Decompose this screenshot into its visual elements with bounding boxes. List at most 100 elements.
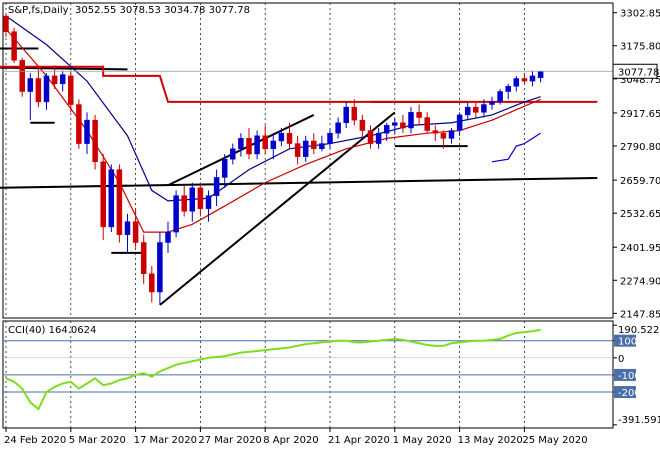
moving-average-line — [5, 15, 541, 202]
cci-level-tag — [614, 334, 636, 347]
candle-body — [3, 15, 9, 32]
candle-body — [424, 117, 430, 131]
cci-grid — [3, 321, 613, 428]
candles — [3, 13, 544, 305]
x-tick-label: 25 May 2020 — [522, 435, 587, 446]
candle-body — [416, 112, 422, 118]
candle-body — [521, 78, 528, 82]
cci-axis: 190.5221100 0 -100 -200 -391.5917 — [613, 324, 660, 426]
pivot-resistance-line — [0, 65, 598, 103]
y-tick-label: 2917.65 — [620, 109, 660, 120]
candle-body — [489, 101, 495, 105]
cci-level-tag — [614, 368, 636, 381]
x-tick-label: 17 Mar 2020 — [134, 435, 197, 446]
candle-body — [367, 130, 374, 144]
candle-body — [27, 78, 34, 92]
candle-body — [43, 75, 50, 103]
cci-series — [5, 328, 541, 411]
candle-body — [84, 119, 90, 144]
candle-body — [327, 132, 333, 144]
x-tick-label: 1 May 2020 — [393, 435, 452, 446]
y-tick-label: 2401.95 — [620, 243, 660, 254]
candle-body — [51, 75, 58, 84]
candle-body — [68, 75, 74, 105]
candle-body — [497, 91, 503, 103]
cci-tick-label: -100 — [618, 371, 641, 382]
candle-body — [319, 143, 325, 150]
candle-body — [35, 78, 42, 103]
candle-body — [392, 122, 398, 126]
candle-body — [100, 161, 106, 228]
candle-body — [181, 195, 187, 212]
candle-body — [408, 112, 414, 129]
candle-body — [351, 106, 358, 121]
x-tick-label: 8 Apr 2020 — [263, 435, 318, 446]
main-plot-area — [2, 2, 614, 319]
y-tick-label: 3302.85 — [620, 9, 660, 20]
price-axis: 3302.85 3175.80 3048.75 2917.65 2790.80 2659.… — [3, 9, 660, 320]
candle-body — [537, 71, 544, 79]
x-tick-label: 5 Mar 2020 — [69, 435, 126, 446]
candle-body — [278, 132, 285, 142]
x-tick-label: 13 May 2020 — [458, 435, 523, 446]
main-chart-frame — [2, 2, 614, 319]
cci-label: CCI(40) 164.0624 — [8, 325, 96, 336]
moving-average-line — [491, 132, 541, 163]
candle-body — [294, 143, 301, 157]
candle-body — [311, 140, 317, 150]
candle-body — [19, 60, 25, 92]
y-tick-label: 2274.90 — [620, 276, 660, 287]
candle-body — [400, 122, 406, 129]
candle-body — [140, 242, 147, 274]
y-tick-label: 2659.70 — [620, 176, 660, 187]
candle-body — [505, 86, 511, 92]
candle-body — [230, 148, 236, 160]
x-tick-label: 21 Apr 2020 — [328, 435, 390, 446]
cci-line — [5, 328, 541, 411]
candle-body — [448, 130, 455, 139]
candle-body — [286, 132, 293, 144]
candle-body — [343, 106, 349, 124]
candle-body — [481, 104, 487, 113]
candle-body — [246, 138, 252, 155]
candle-body — [383, 125, 390, 134]
ohlc-readout: 3052.55 3078.53 3034.78 3077.78 — [75, 5, 250, 16]
main-chart-trendlines — [0, 47, 598, 306]
moving-averages — [5, 15, 541, 233]
date-axis: 24 Feb 2020 5 Mar 2020 17 Mar 2020 27 Mar 2… — [4, 428, 588, 446]
candle-body — [173, 195, 179, 233]
candle-body — [108, 169, 115, 228]
x-tick-label: 27 Mar 2020 — [198, 435, 261, 446]
candle-body — [254, 135, 260, 155]
candle-body — [440, 132, 447, 139]
candle-body — [262, 135, 268, 150]
candle-body — [132, 221, 139, 243]
candle-body — [165, 231, 171, 243]
candle-body — [76, 104, 82, 144]
candle-body — [302, 140, 309, 157]
x-tick-label: 24 Feb 2020 — [4, 435, 66, 446]
candle-body — [213, 177, 220, 196]
candle-body — [359, 119, 366, 131]
candle-body — [116, 169, 123, 235]
candle-body — [11, 31, 17, 61]
candle-body — [464, 106, 471, 116]
y-tick-label: 3175.80 — [620, 42, 660, 53]
last-price-label: 3077.78 — [618, 67, 659, 78]
cci-tick-label: -200 — [618, 388, 641, 399]
candle-body — [205, 195, 212, 209]
y-tick-label: 2532.65 — [620, 209, 660, 220]
candle-body — [92, 119, 98, 163]
candle-body — [149, 273, 155, 293]
candle-body — [124, 221, 131, 235]
candle-body — [456, 114, 463, 131]
long-trend-line — [0, 176, 598, 189]
y-tick-label: 3048.75 — [620, 75, 660, 86]
candle-body — [238, 138, 244, 150]
candle-body — [432, 130, 439, 134]
candle-body — [221, 158, 228, 178]
moving-average-line — [5, 28, 541, 233]
lower-channel-line — [159, 111, 396, 306]
